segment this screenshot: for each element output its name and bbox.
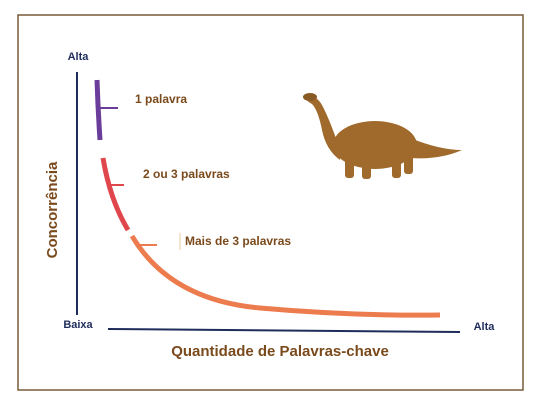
segment-label: 1 palavra	[135, 92, 187, 106]
curve-segment	[129, 234, 441, 318]
curve-segment	[94, 79, 103, 141]
y-axis-title: Concorrência	[44, 161, 61, 258]
segment-label: 2 ou 3 palavras	[143, 167, 230, 181]
x-axis	[107, 328, 461, 333]
curve-segment	[100, 157, 131, 232]
segment-label: Mais de 3 palavras	[185, 234, 291, 248]
origin-label: Baixa	[63, 319, 93, 331]
x-axis-end-label: Alta	[474, 321, 496, 333]
frame	[17, 14, 524, 391]
dinosaur-image	[303, 93, 462, 179]
x-axis-title: Quantidade de Palavras-chave	[171, 343, 389, 360]
y-axis-top-label: Alta	[68, 51, 90, 63]
